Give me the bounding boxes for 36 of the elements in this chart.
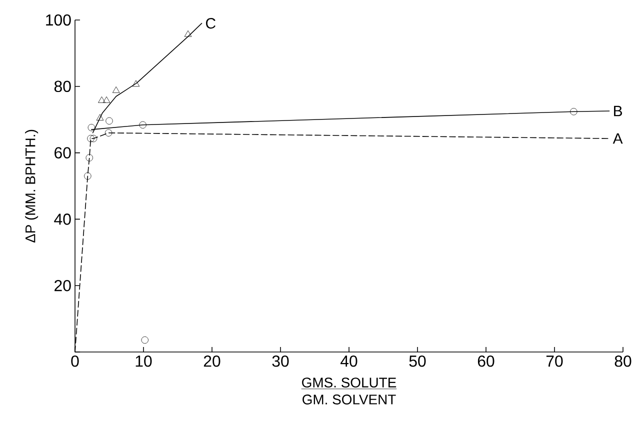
series-label: A <box>612 133 623 144</box>
x-tick-label: 10 <box>136 356 152 367</box>
x-axis-title: GMS. SOLUTE <box>302 378 396 388</box>
x-tick-label: 70 <box>546 356 563 367</box>
y-tick-label: 40 <box>54 214 71 225</box>
point <box>139 121 146 128</box>
y-tick-label: 80 <box>54 80 71 92</box>
x-tick-label: 40 <box>340 356 358 367</box>
y-tick-label: 100 <box>46 14 71 26</box>
x-tick-label: 50 <box>409 356 426 367</box>
x-tick-label: 20 <box>204 356 220 367</box>
point <box>570 108 578 116</box>
point <box>98 96 106 103</box>
point <box>96 114 104 120</box>
point <box>88 124 96 132</box>
x-tick-label: 60 <box>478 356 494 367</box>
point <box>87 134 94 142</box>
series-label: B <box>614 106 622 116</box>
x-tick-label: 30 <box>272 356 289 367</box>
text: GM. SOLVENT <box>302 394 396 404</box>
point <box>132 80 140 87</box>
y-axis-title: ΔP (MM. BPHTH.) <box>25 130 38 243</box>
x-tick-label: 80 <box>614 356 632 367</box>
point <box>86 154 93 162</box>
x-tick-label: 0 <box>71 356 79 367</box>
point <box>104 129 112 136</box>
y-tick-label: 60 <box>54 147 71 158</box>
point <box>106 117 113 125</box>
point <box>102 96 110 103</box>
y-tick-label: 20 <box>54 280 71 292</box>
point <box>141 336 148 344</box>
series-label: C <box>206 18 216 29</box>
point <box>84 172 92 180</box>
point <box>112 86 120 93</box>
point <box>184 30 192 37</box>
point <box>90 134 98 142</box>
